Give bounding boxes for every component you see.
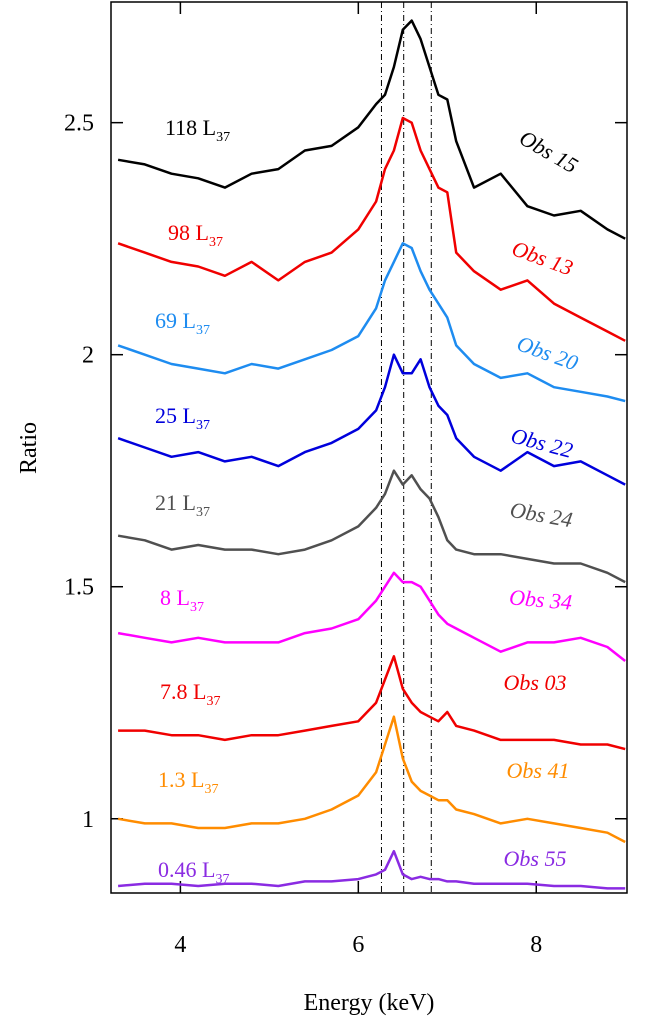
- y-axis-label: Ratio: [16, 422, 42, 474]
- legend-entry: Obs 41: [507, 758, 570, 783]
- y-tick-label: 1: [82, 807, 94, 833]
- y-tick-label: 1.5: [64, 575, 94, 601]
- x-tick-label: 4: [174, 932, 186, 958]
- luminosity-subscript: 37: [190, 600, 204, 615]
- spectrum-line: [117, 242, 626, 403]
- luminosity-text: 0.46 L: [158, 857, 215, 882]
- luminosity-subscript: 37: [206, 694, 220, 709]
- luminosity-text: 69 L: [155, 308, 196, 333]
- spectrum-line: [117, 715, 626, 844]
- luminosity-text: 98 L: [168, 220, 209, 245]
- luminosity-label: 1.3 L37: [158, 767, 218, 797]
- luminosity-text: 25 L: [155, 403, 196, 428]
- luminosity-label: 118 L37: [165, 115, 230, 145]
- legend-entry: Obs 55: [504, 846, 567, 871]
- spectrum-line: [117, 353, 626, 486]
- luminosity-subscript: 37: [209, 235, 223, 250]
- legend-entry: Obs 24: [508, 497, 574, 533]
- luminosity-subscript: 37: [196, 418, 210, 433]
- x-tick-label: 6: [352, 932, 364, 958]
- spectrum-line: [117, 19, 626, 240]
- luminosity-subscript: 37: [204, 782, 218, 797]
- luminosity-text: 8 L: [160, 585, 190, 610]
- spectrum-line: [117, 469, 626, 584]
- plot-frame: [110, 1, 628, 894]
- luminosity-subscript: 37: [196, 505, 210, 520]
- luminosity-label: 8 L37: [160, 585, 204, 615]
- spectrum-line: [118, 655, 626, 751]
- luminosity-subscript: 37: [215, 872, 229, 887]
- luminosity-label: 21 L37: [155, 490, 210, 520]
- legend-entry: Obs 15: [515, 125, 582, 178]
- luminosity-text: 21 L: [155, 490, 196, 515]
- luminosity-text: 118 L: [165, 115, 216, 140]
- luminosity-label: 25 L37: [155, 403, 210, 433]
- legend-entry: Obs 34: [508, 584, 573, 614]
- spectrum-line: [117, 849, 626, 890]
- x-axis-label: Energy (keV): [304, 990, 435, 1016]
- spectrum-line: [117, 571, 626, 662]
- luminosity-subscript: 37: [196, 323, 210, 338]
- x-tick-label: 8: [530, 932, 542, 958]
- luminosity-text: 7.8 L: [160, 679, 206, 704]
- y-tick-label: 2: [82, 343, 94, 369]
- luminosity-label: 0.46 L37: [158, 857, 229, 887]
- legend-entry: Obs 13: [509, 235, 577, 280]
- luminosity-label: 69 L37: [155, 308, 210, 338]
- luminosity-subscript: 37: [216, 130, 230, 145]
- y-tick-label: 2.5: [64, 111, 94, 137]
- luminosity-text: 1.3 L: [158, 767, 204, 792]
- spectrum-line: [117, 116, 626, 342]
- luminosity-label: 98 L37: [168, 220, 223, 250]
- legend-entry: Obs 20: [514, 330, 582, 375]
- luminosity-label: 7.8 L37: [160, 679, 220, 709]
- legend-entry: Obs 03: [504, 670, 567, 695]
